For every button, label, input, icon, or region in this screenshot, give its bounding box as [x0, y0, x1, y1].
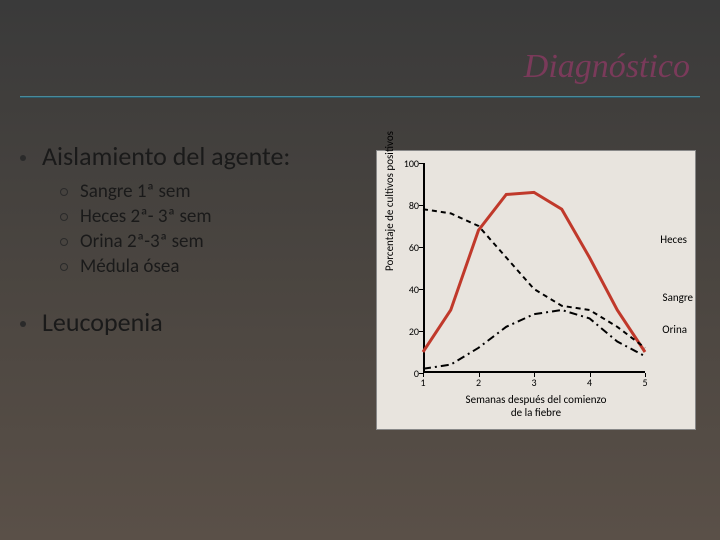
sub-list: Sangre 1ª sem Heces 2ª- 3ª sem Orina 2ª-… — [60, 180, 360, 278]
sub-item-text: Sangre 1ª sem — [80, 180, 191, 203]
sub-item: Sangre 1ª sem — [60, 180, 360, 203]
chart-series-orina — [423, 310, 645, 369]
bullet-main-2: Leucopenia — [20, 306, 360, 338]
chart-xtick-mark — [590, 373, 591, 377]
chart-ytick-mark — [419, 247, 423, 248]
chart-xtick-label: 1 — [420, 376, 425, 389]
bullet-main-1-text: Aislamiento del agente: — [42, 140, 290, 172]
chart-series-label-heces: Heces — [660, 233, 687, 246]
content-area: Aislamiento del agente: Sangre 1ª sem He… — [20, 140, 360, 346]
chart-container: Porcentaje de cultivos positivos 0204060… — [376, 150, 696, 430]
chart-xtick-label: 2 — [476, 376, 481, 389]
chart-xtick-mark — [645, 373, 646, 377]
sub-item: Médula ósea — [60, 255, 360, 278]
chart-plot-area: 020406080100 12345 HecesSangreOrina — [423, 163, 645, 373]
sub-item: Heces 2ª- 3ª sem — [60, 205, 360, 228]
bullet-main-2-text: Leucopenia — [42, 306, 163, 338]
chart-xlabel-line1: Semanas después del comienzo — [466, 393, 607, 406]
sub-item-text: Médula ósea — [80, 255, 179, 278]
bullet-dot-icon — [20, 155, 26, 161]
chart-lines — [423, 163, 645, 373]
page-title: Diagnóstico — [524, 48, 690, 86]
bullet-ring-icon — [60, 213, 68, 221]
chart-ytick-mark — [419, 205, 423, 206]
chart-xlabel-line2: de la fiebre — [511, 406, 561, 419]
chart-ytick-label: 80 — [395, 199, 419, 212]
chart-series-heces — [423, 192, 645, 352]
title-underline — [20, 96, 700, 98]
chart-xtick-mark — [534, 373, 535, 377]
chart-xtick-mark — [479, 373, 480, 377]
chart-xtick-mark — [423, 373, 424, 377]
bullet-main-1: Aislamiento del agente: — [20, 140, 360, 172]
chart-ytick-label: 20 — [395, 325, 419, 338]
sub-item-text: Heces 2ª- 3ª sem — [80, 205, 212, 228]
chart-xtick-label: 5 — [642, 376, 647, 389]
chart-ytick-mark — [419, 163, 423, 164]
bullet-ring-icon — [60, 188, 68, 196]
chart-ytick-label: 40 — [395, 283, 419, 296]
chart-series-label-orina: Orina — [662, 323, 687, 336]
sub-item-text: Orina 2ª-3ª sem — [80, 230, 204, 253]
chart-ytick-label: 60 — [395, 241, 419, 254]
chart-ytick-mark — [419, 331, 423, 332]
chart-ytick-label: 0 — [395, 367, 419, 380]
chart-ytick-label: 100 — [395, 157, 419, 170]
chart-xtick-label: 3 — [531, 376, 536, 389]
chart-series-sangre — [423, 209, 645, 348]
chart-ytick-mark — [419, 289, 423, 290]
sub-item: Orina 2ª-3ª sem — [60, 230, 360, 253]
chart-series-label-sangre: Sangre — [663, 291, 693, 304]
chart-xlabel: Semanas después del comienzo de la fiebr… — [377, 393, 695, 419]
bullet-ring-icon — [60, 238, 68, 246]
chart-xtick-label: 4 — [587, 376, 592, 389]
bullet-ring-icon — [60, 263, 68, 271]
bullet-dot-icon — [20, 321, 26, 327]
